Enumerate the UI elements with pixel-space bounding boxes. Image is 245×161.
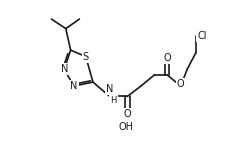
Text: Cl: Cl bbox=[197, 31, 207, 41]
Text: O: O bbox=[177, 80, 184, 90]
Text: N: N bbox=[61, 64, 68, 74]
Text: N: N bbox=[106, 84, 113, 94]
Text: S: S bbox=[83, 52, 89, 62]
Text: O: O bbox=[123, 109, 131, 119]
Text: OH: OH bbox=[118, 122, 133, 132]
Text: H: H bbox=[110, 96, 117, 105]
Text: O: O bbox=[163, 53, 171, 63]
Text: N: N bbox=[70, 81, 77, 91]
